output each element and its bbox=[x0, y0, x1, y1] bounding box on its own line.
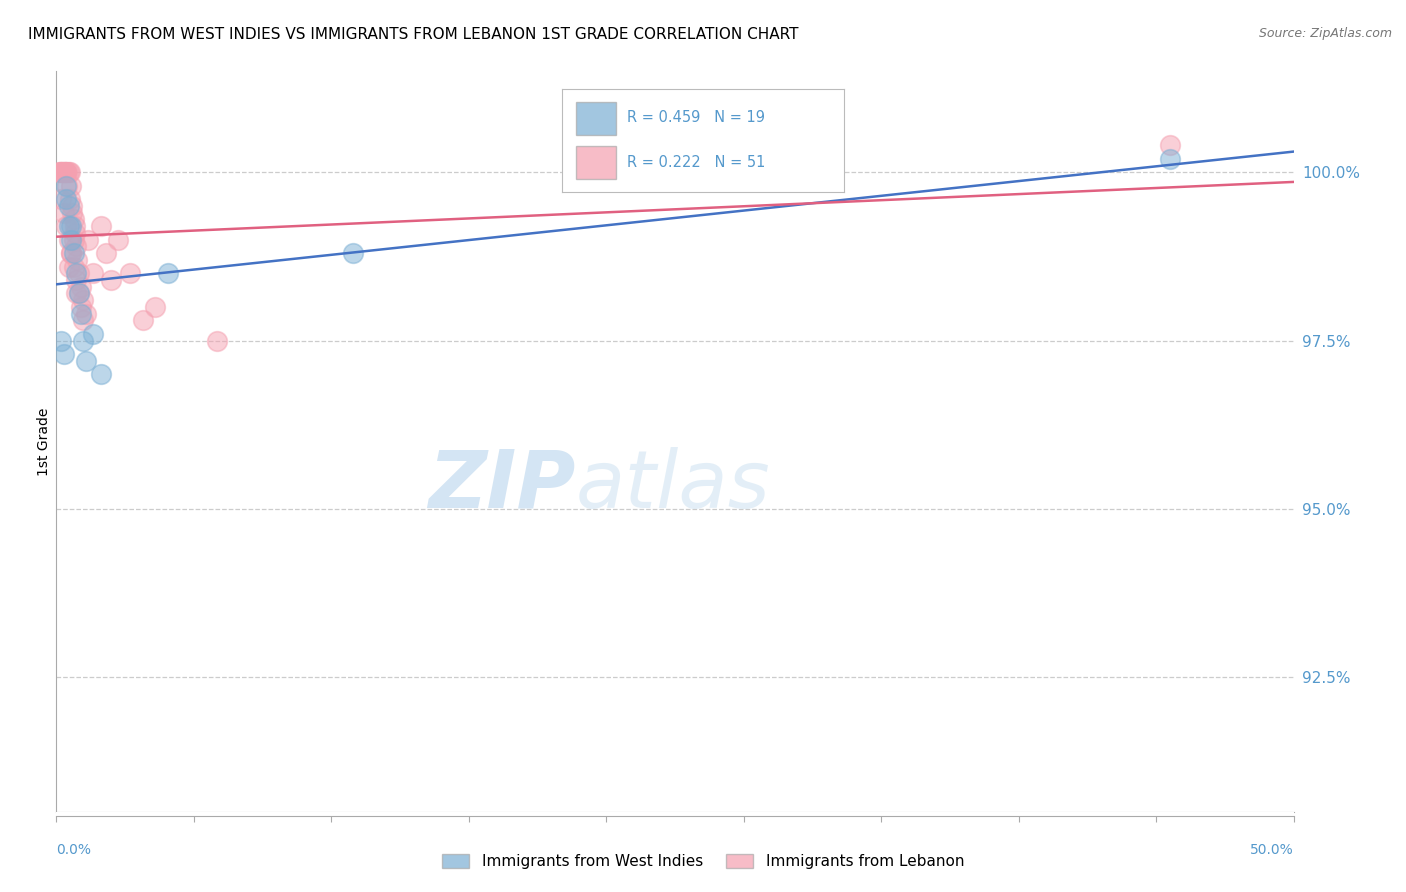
Point bbox=[67, 286, 90, 301]
FancyBboxPatch shape bbox=[576, 145, 616, 179]
Legend: Immigrants from West Indies, Immigrants from Lebanon: Immigrants from West Indies, Immigrants … bbox=[436, 848, 970, 875]
Point bbox=[58, 199, 80, 213]
Point bbox=[58, 260, 80, 274]
Point bbox=[58, 233, 80, 247]
Text: R = 0.459   N = 19: R = 0.459 N = 19 bbox=[627, 111, 765, 126]
Point bbox=[49, 165, 72, 179]
Point bbox=[53, 165, 76, 179]
Point bbox=[60, 246, 83, 260]
Point bbox=[52, 347, 75, 361]
Point bbox=[62, 260, 84, 274]
Point bbox=[107, 233, 129, 247]
Point bbox=[100, 273, 122, 287]
Point bbox=[51, 165, 73, 179]
FancyBboxPatch shape bbox=[576, 102, 616, 136]
Point bbox=[66, 252, 89, 267]
Point bbox=[156, 266, 179, 280]
Point bbox=[51, 192, 73, 206]
Point bbox=[62, 246, 84, 260]
Point bbox=[63, 226, 86, 240]
Point bbox=[62, 233, 84, 247]
Point bbox=[55, 192, 77, 206]
Point bbox=[51, 334, 73, 348]
Point bbox=[55, 219, 77, 234]
Point bbox=[70, 279, 93, 293]
Point bbox=[143, 300, 166, 314]
Point bbox=[65, 239, 87, 253]
Y-axis label: 1st Grade: 1st Grade bbox=[37, 408, 51, 475]
Point bbox=[1159, 138, 1181, 153]
Point bbox=[51, 165, 73, 179]
Point bbox=[65, 286, 87, 301]
Text: Source: ZipAtlas.com: Source: ZipAtlas.com bbox=[1258, 27, 1392, 40]
Point bbox=[55, 178, 77, 193]
Point bbox=[59, 192, 82, 206]
Point bbox=[67, 286, 90, 301]
Text: atlas: atlas bbox=[576, 447, 770, 525]
Point bbox=[120, 266, 142, 280]
Point bbox=[75, 353, 97, 368]
Point bbox=[59, 165, 82, 179]
Point bbox=[52, 165, 75, 179]
Point bbox=[58, 219, 80, 234]
Point bbox=[48, 165, 70, 179]
Point bbox=[60, 205, 83, 219]
Point bbox=[55, 165, 77, 179]
Text: IMMIGRANTS FROM WEST INDIES VS IMMIGRANTS FROM LEBANON 1ST GRADE CORRELATION CHA: IMMIGRANTS FROM WEST INDIES VS IMMIGRANT… bbox=[28, 27, 799, 42]
Point bbox=[67, 266, 90, 280]
Point bbox=[70, 307, 93, 321]
Point bbox=[75, 307, 97, 321]
Point bbox=[62, 212, 84, 227]
Point bbox=[56, 178, 79, 193]
Text: ZIP: ZIP bbox=[429, 447, 576, 525]
Text: R = 0.222   N = 51: R = 0.222 N = 51 bbox=[627, 154, 765, 169]
Point bbox=[205, 334, 228, 348]
Point bbox=[72, 313, 94, 327]
Text: 0.0%: 0.0% bbox=[56, 843, 91, 857]
Point bbox=[52, 205, 75, 219]
Point bbox=[90, 368, 112, 382]
Point bbox=[60, 233, 83, 247]
Point bbox=[90, 219, 112, 234]
Point bbox=[342, 246, 364, 260]
Point bbox=[60, 199, 83, 213]
Point bbox=[65, 273, 87, 287]
Point bbox=[77, 233, 100, 247]
Point bbox=[53, 165, 76, 179]
Point bbox=[60, 219, 83, 234]
Point bbox=[1159, 152, 1181, 166]
Point bbox=[94, 246, 117, 260]
Point bbox=[82, 326, 104, 341]
Point bbox=[65, 266, 87, 280]
Point bbox=[70, 300, 93, 314]
Point bbox=[58, 165, 80, 179]
Point bbox=[60, 178, 83, 193]
Point bbox=[72, 293, 94, 308]
Point bbox=[56, 165, 79, 179]
Point bbox=[72, 334, 94, 348]
Point bbox=[132, 313, 155, 327]
Text: 50.0%: 50.0% bbox=[1250, 843, 1294, 857]
Point bbox=[63, 219, 86, 234]
Point bbox=[60, 246, 83, 260]
Point bbox=[51, 165, 73, 179]
Point bbox=[82, 266, 104, 280]
